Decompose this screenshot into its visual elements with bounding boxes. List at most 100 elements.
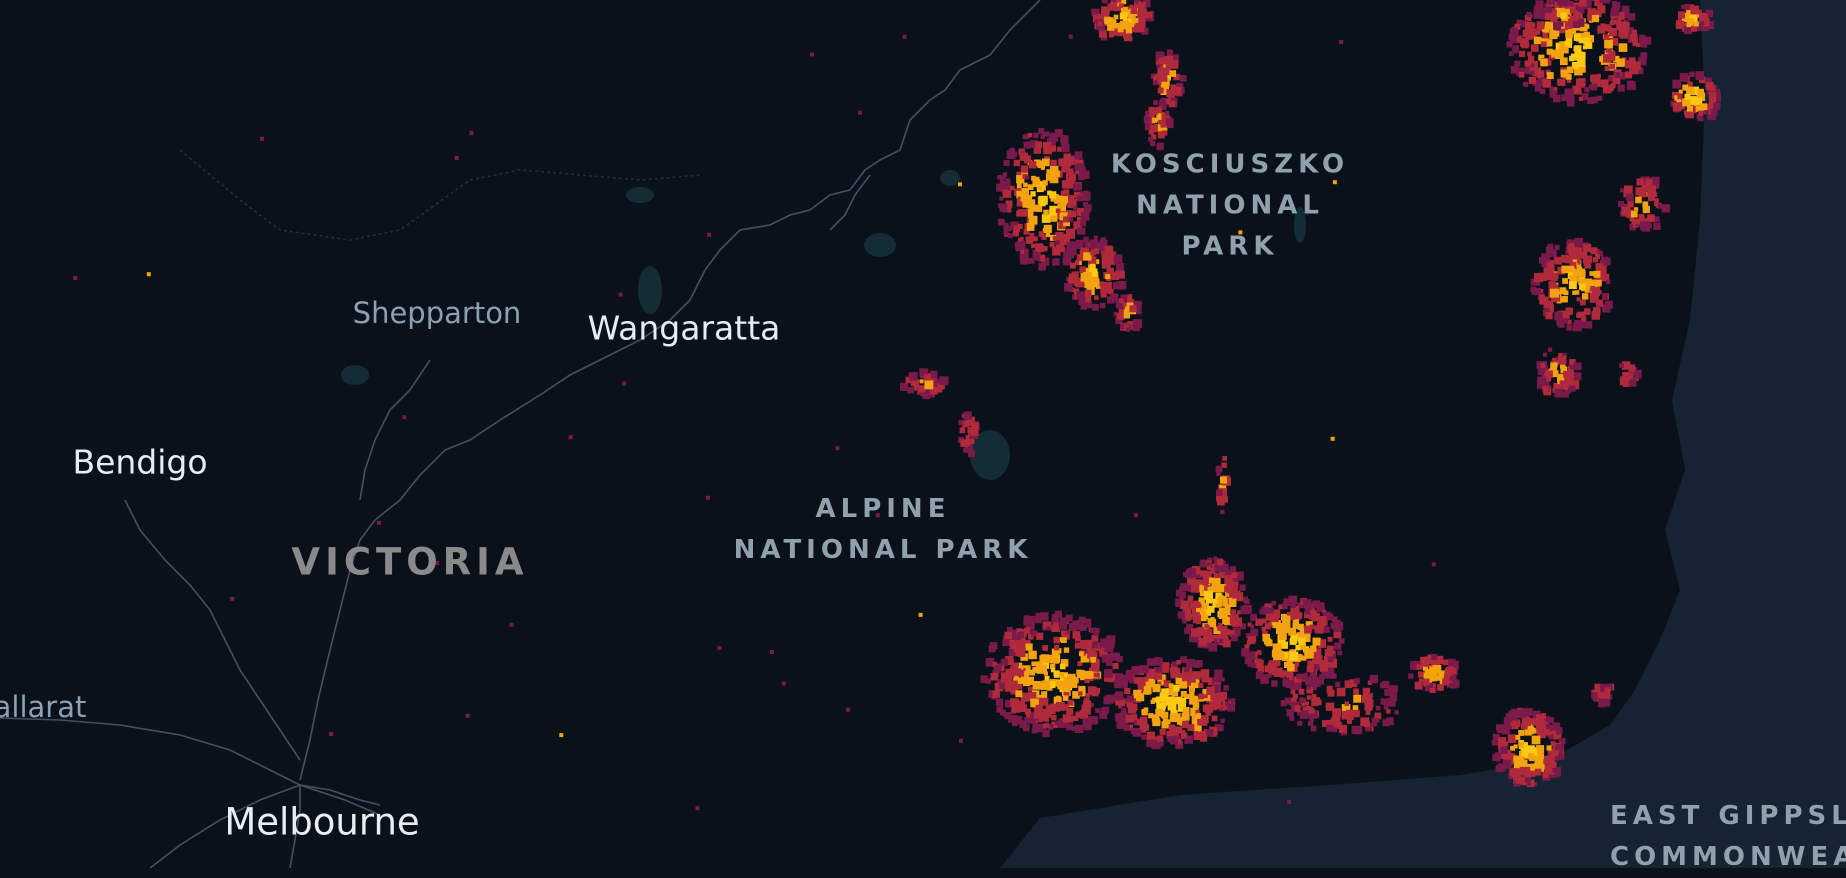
fire-hotspot-cell — [1064, 283, 1073, 292]
fire-hotspot-cell — [1547, 377, 1551, 381]
fire-hotspot-cell — [1632, 30, 1637, 35]
park-label-line: EAST GIPPSLA — [1610, 796, 1846, 837]
fire-hotspot-cell — [1700, 21, 1704, 25]
fire-hotspot-cell — [1209, 578, 1215, 584]
fire-hotspot-cell — [770, 650, 774, 654]
fire-hotspot-cell — [1146, 116, 1150, 120]
fire-hotspot-cell — [1220, 477, 1227, 484]
fire-hotspot-cell — [1332, 708, 1341, 717]
fire-hotspot-cell — [1287, 800, 1291, 804]
fire-hotspot-cell — [1213, 599, 1218, 604]
fire-hotspot-cell — [1305, 637, 1311, 643]
fire-hotspot-cell — [1160, 98, 1164, 102]
fire-hotspot-cell — [1103, 707, 1109, 713]
fire-hotspot-cell — [1045, 723, 1050, 728]
fire-hotspot-cell — [1569, 281, 1577, 289]
fire-hotspot-cell — [999, 683, 1005, 689]
fire-hotspot-cell — [1054, 645, 1059, 650]
fire-hotspot-cell — [1511, 769, 1519, 777]
fire-hotspot-cell — [1362, 695, 1370, 703]
fire-hotspot-cell — [569, 435, 573, 439]
fire-hotspot-cell — [1110, 3, 1117, 10]
fire-hotspot-cell — [1064, 677, 1070, 683]
park-label-alpine: ALPINE NATIONAL PARK — [734, 489, 1033, 571]
fire-hotspot-cell — [1353, 710, 1360, 717]
fire-hotspot-cell — [1061, 630, 1067, 636]
fire-hotspot-cell — [1651, 177, 1660, 186]
fire-hotspot-cell — [1187, 568, 1196, 577]
fire-hotspot-cell — [1563, 371, 1569, 377]
fire-hotspot-cell — [1273, 654, 1280, 661]
fire-hotspot-cell — [1020, 237, 1024, 241]
fire-hotspot-cell — [1295, 645, 1300, 650]
fire-hotspot-cell — [1066, 708, 1073, 715]
fire-hotspot-cell — [1251, 663, 1256, 668]
fire-hotspot-cell — [1642, 201, 1648, 207]
fire-hotspot-cell — [1288, 596, 1297, 605]
fire-hotspot-cell — [559, 733, 563, 737]
fire-hotspot-cell — [1207, 566, 1211, 570]
fire-hotspot-cell — [1199, 585, 1204, 590]
fire-hotspot-cell — [1299, 697, 1305, 703]
fire-hotspot-cell — [1627, 81, 1634, 88]
fire-hotspot-cell — [1562, 0, 1568, 6]
fire-hotspot-cell — [1443, 660, 1449, 666]
fire-hotspot-cell — [966, 442, 970, 446]
fire-hotspot-cell — [1170, 714, 1178, 722]
fire-hotspot-cell — [1520, 709, 1528, 717]
park-label-line: PARK — [1111, 227, 1349, 268]
fire-hotspot-cell — [909, 373, 914, 378]
fire-hotspot-cell — [1005, 676, 1010, 681]
fire-hotspot-cell — [1301, 702, 1305, 706]
fire-hotspot-cell — [1274, 660, 1280, 666]
fire-hotspot-cell — [1523, 82, 1528, 87]
fire-hotspot-cell — [1609, 28, 1617, 36]
fire-hotspot-cell — [1223, 685, 1229, 691]
fire-hotspot-cell — [1534, 759, 1543, 768]
fire-hotspot-cell — [1210, 617, 1214, 621]
fire-hotspot-cell — [1012, 704, 1020, 712]
fire-hotspot-cell — [1056, 696, 1061, 701]
fire-hotspot-cell — [1271, 680, 1277, 686]
fire-hotspot-cell — [1704, 110, 1709, 115]
fire-hotspot-cell — [989, 645, 996, 652]
fire-hotspot-cell — [1052, 705, 1056, 709]
fire-hotspot-cell — [1510, 37, 1517, 44]
fire-hotspot-cell — [1064, 647, 1069, 652]
fire-hotspot-cell — [1144, 677, 1149, 682]
fire-hotspot-cell — [1182, 721, 1189, 728]
fire-hotspot-cell — [1647, 223, 1651, 227]
fire-hotspot-cell — [1004, 231, 1008, 235]
fire-hotspot-cell — [1328, 637, 1333, 642]
fire-hotspot-cell — [1547, 72, 1554, 79]
fire-hotspot-cell — [1167, 50, 1173, 56]
fire-hotspot-cell — [1543, 353, 1547, 357]
fire-hotspot-cell — [1083, 644, 1087, 648]
fire-hotspot-cell — [1023, 679, 1030, 686]
fire-hotspot-cell — [920, 379, 924, 383]
fire-hotspot-cell — [1187, 664, 1192, 669]
fire-hotspot-cell — [1172, 661, 1177, 666]
fire-hotspot-cell — [1079, 651, 1084, 656]
fire-hotspot-cell — [1711, 109, 1718, 116]
fire-hotspot-cell — [1044, 225, 1052, 233]
fire-hotspot-cell — [1204, 624, 1208, 628]
fire-hotspot-cell — [1075, 643, 1081, 649]
fire-hotspot-cell — [1221, 677, 1225, 681]
fire-hotspot-cell — [1024, 615, 1031, 622]
fire-hotspot-cell — [1167, 119, 1173, 125]
fire-hotspot-cell — [1070, 241, 1077, 248]
fire-hotspot-cell — [1130, 305, 1137, 312]
fire-hotspot-cell — [1083, 701, 1091, 709]
fire-hotspot-cell — [1175, 697, 1183, 705]
fire-hotspot-cell — [1503, 760, 1512, 769]
fire-hotspot-cell — [1214, 573, 1219, 578]
fire-hotspot-cell — [1149, 732, 1153, 736]
fire-hotspot-cell — [1045, 676, 1050, 681]
fire-hotspot-cell — [1584, 308, 1591, 315]
fire-hotspot-cell — [1231, 609, 1236, 614]
fire-hotspot-cell — [1120, 12, 1127, 19]
fire-hotspot-cell — [1092, 304, 1099, 311]
fire-hotspot-cell — [1265, 623, 1271, 629]
